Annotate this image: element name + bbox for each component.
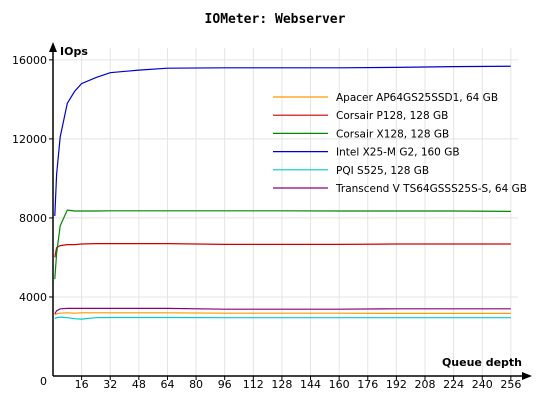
x-tick-label: 240: [472, 378, 493, 391]
series-line: [54, 316, 511, 320]
origin-label: 0: [40, 375, 47, 388]
x-tick-label: 80: [189, 378, 203, 391]
y-ticks: 4000 8000 12000 16000: [12, 54, 53, 304]
legend-label: Corsair X128, 128 GB: [336, 128, 449, 140]
x-tick-label: 176: [357, 378, 378, 391]
x-tick-label: 64: [160, 378, 174, 391]
axes: [49, 42, 532, 380]
x-tick-label: 128: [271, 378, 292, 391]
x-tick-label: 32: [103, 378, 117, 391]
series-line: [54, 243, 511, 258]
y-tick-label: 4000: [19, 291, 47, 304]
y-tick-label: 16000: [12, 54, 47, 67]
x-tick-label: 192: [386, 378, 407, 391]
x-axis-title: Queue depth: [442, 356, 522, 369]
x-tick-label: 16: [75, 378, 89, 391]
x-tick-label: 224: [443, 378, 464, 391]
y-axis-arrow: [49, 42, 57, 52]
series-line: [54, 307, 511, 315]
y-axis-title: IOps: [60, 45, 88, 58]
chart-title: IOMeter: Webserver: [205, 12, 346, 27]
x-ticks: 16 32 48 64 80 96 112 128 144 160 176 192 208 224 240 2…: [75, 376, 521, 391]
x-tick-label: 96: [218, 378, 232, 391]
series-line: [54, 209, 511, 280]
grid-lines: [53, 48, 518, 376]
series-lines: [54, 65, 511, 320]
x-tick-label: 256: [500, 378, 521, 391]
x-tick-label: 208: [415, 378, 436, 391]
legend-label: PQI S525, 128 GB: [336, 165, 429, 177]
legend-label: Transcend V TS64GSSS25S-S, 64 GB: [335, 183, 527, 195]
legend-label: Intel X25-M G2, 160 GB: [336, 147, 460, 159]
y-tick-label: 8000: [19, 212, 47, 225]
x-tick-label: 160: [329, 378, 350, 391]
x-tick-label: 48: [132, 378, 146, 391]
series-line: [54, 312, 511, 316]
x-axis-arrow: [522, 372, 532, 380]
legend-label: Apacer AP64GS25SSD1, 64 GB: [336, 92, 498, 104]
x-tick-label: 112: [243, 378, 264, 391]
x-tick-label: 144: [300, 378, 321, 391]
series-line: [54, 65, 511, 217]
y-tick-label: 12000: [12, 133, 47, 146]
legend: Apacer AP64GS25SSD1, 64 GB Corsair P128, …: [273, 92, 527, 195]
legend-label: Corsair P128, 128 GB: [336, 110, 448, 122]
